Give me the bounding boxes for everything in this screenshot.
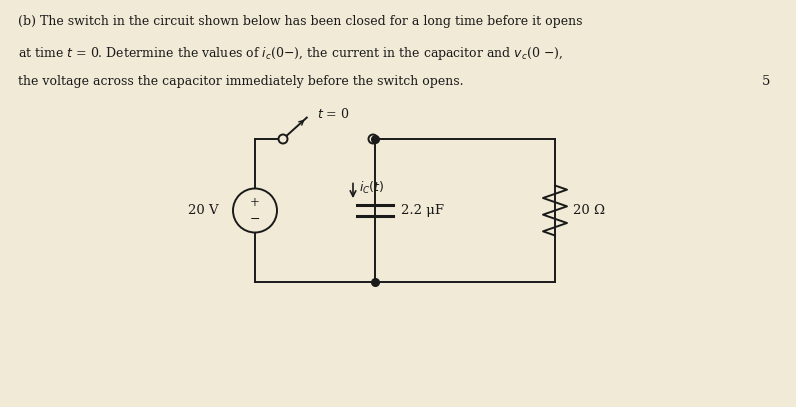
Text: $t$ = 0: $t$ = 0 bbox=[317, 107, 349, 121]
Text: at time $t$ = 0. Determine the values of $i_c$(0$-$), the current in the capacit: at time $t$ = 0. Determine the values of… bbox=[18, 45, 564, 62]
Text: $i_C(t)$: $i_C(t)$ bbox=[359, 180, 384, 196]
Text: 2.2 μF: 2.2 μF bbox=[401, 204, 444, 217]
Text: +: + bbox=[250, 195, 260, 208]
Text: the voltage across the capacitor immediately before the switch opens.: the voltage across the capacitor immedia… bbox=[18, 75, 463, 88]
Circle shape bbox=[369, 134, 377, 144]
Text: −: − bbox=[250, 212, 260, 225]
Text: 20 Ω: 20 Ω bbox=[573, 204, 605, 217]
Text: 5: 5 bbox=[762, 75, 771, 88]
Circle shape bbox=[233, 188, 277, 232]
Text: (b) The switch in the circuit shown below has been closed for a long time before: (b) The switch in the circuit shown belo… bbox=[18, 15, 583, 28]
Circle shape bbox=[279, 134, 287, 144]
Text: 20 V: 20 V bbox=[188, 204, 218, 217]
